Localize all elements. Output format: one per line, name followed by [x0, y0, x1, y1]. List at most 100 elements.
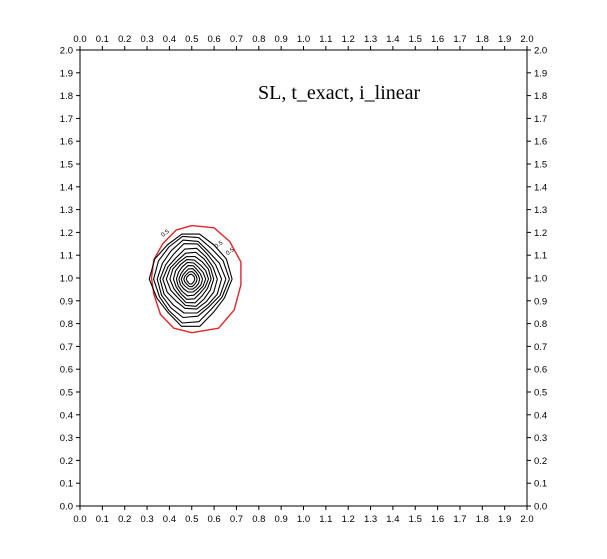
y-tick-label-left: 0.2	[60, 456, 73, 467]
y-tick-label-left: 1.5	[60, 160, 73, 171]
x-tick-label-bottom: 1.4	[386, 514, 399, 525]
y-tick-label-right: 0.7	[534, 342, 547, 353]
x-tick-label-top: 1.4	[386, 34, 399, 45]
y-tick-label-left: 1.3	[60, 205, 73, 216]
contour-line	[165, 251, 215, 307]
x-tick-label-top: 0.8	[252, 34, 265, 45]
x-tick-label-bottom: 0.9	[275, 514, 288, 525]
y-tick-label-left: 0.7	[60, 342, 73, 353]
contour-line	[159, 243, 223, 314]
contour-label: 0.5	[214, 240, 225, 250]
contour-line	[183, 271, 198, 288]
y-tick-label-right: 1.2	[534, 228, 547, 239]
y-tick-label-left: 0.4	[60, 410, 73, 421]
y-tick-label-left: 1.6	[60, 137, 73, 148]
y-tick-label-right: 1.3	[534, 205, 547, 216]
x-tick-label-top: 0.1	[96, 34, 109, 45]
x-tick-label-top: 0.6	[207, 34, 220, 45]
y-tick-label-left: 1.4	[60, 182, 73, 193]
y-tick-label-right: 0.0	[534, 502, 547, 513]
y-tick-label-left: 0.0	[60, 502, 73, 513]
x-tick-label-bottom: 0.6	[207, 514, 220, 525]
y-tick-label-left: 1.7	[60, 114, 73, 125]
x-tick-label-top: 1.8	[476, 34, 489, 45]
contour-line	[148, 233, 233, 327]
y-tick-label-right: 0.3	[534, 433, 547, 444]
contour-line	[185, 273, 196, 285]
y-tick-label-left: 1.0	[60, 274, 73, 285]
x-tick-label-bottom: 0.1	[96, 514, 109, 525]
y-tick-label-left: 2.0	[60, 46, 73, 57]
y-tick-label-right: 1.4	[534, 182, 547, 193]
y-tick-label-right: 0.9	[534, 296, 547, 307]
x-tick-label-bottom: 1.6	[431, 514, 444, 525]
contours-layer	[148, 224, 242, 334]
x-tick-label-bottom: 1.1	[319, 514, 332, 525]
x-tick-label-bottom: 0.5	[185, 514, 198, 525]
contour-line	[162, 247, 218, 310]
y-tick-label-right: 0.6	[534, 365, 547, 376]
contour-line	[153, 235, 230, 324]
y-tick-label-left: 0.3	[60, 433, 73, 444]
x-tick-label-bottom: 0.0	[73, 514, 86, 525]
y-tick-label-left: 0.5	[60, 388, 73, 399]
x-tick-label-bottom: 1.9	[498, 514, 511, 525]
y-tick-label-right: 0.4	[534, 410, 547, 421]
x-tick-label-top: 0.9	[275, 34, 288, 45]
y-tick-label-left: 0.9	[60, 296, 73, 307]
x-tick-label-top: 0.3	[140, 34, 153, 45]
y-tick-label-right: 0.5	[534, 388, 547, 399]
y-tick-label-right: 0.8	[534, 319, 547, 330]
y-tick-label-right: 1.9	[534, 68, 547, 79]
chart-title: SL, t_exact, i_linear	[258, 82, 421, 104]
x-tick-label-bottom: 0.2	[118, 514, 131, 525]
x-tick-label-top: 2.0	[520, 34, 533, 45]
x-tick-label-top: 1.7	[453, 34, 466, 45]
contour-line	[156, 239, 227, 319]
x-tick-label-bottom: 0.8	[252, 514, 265, 525]
x-tick-label-bottom: 2.0	[520, 514, 533, 525]
y-tick-label-right: 0.2	[534, 456, 547, 467]
x-tick-label-bottom: 0.3	[140, 514, 153, 525]
y-tick-label-left: 1.1	[60, 251, 73, 262]
y-tick-label-left: 0.8	[60, 319, 73, 330]
y-tick-label-right: 0.1	[534, 479, 547, 490]
contour-label: 0.5	[225, 247, 236, 257]
x-tick-label-top: 1.5	[409, 34, 422, 45]
x-tick-label-top: 0.4	[163, 34, 176, 45]
x-tick-label-top: 1.2	[342, 34, 355, 45]
reference-contour-line	[150, 224, 242, 334]
x-tick-label-top: 0.0	[73, 34, 86, 45]
x-tick-label-top: 1.6	[431, 34, 444, 45]
y-tick-label-right: 1.8	[534, 91, 547, 102]
y-tick-label-right: 1.1	[534, 251, 547, 262]
y-tick-label-left: 1.2	[60, 228, 73, 239]
x-tick-label-bottom: 1.7	[453, 514, 466, 525]
x-tick-label-top: 0.7	[230, 34, 243, 45]
y-tick-label-right: 1.7	[534, 114, 547, 125]
y-tick-label-right: 1.5	[534, 160, 547, 171]
contour-line	[180, 268, 201, 290]
x-tick-label-top: 0.2	[118, 34, 131, 45]
x-tick-label-bottom: 1.2	[342, 514, 355, 525]
x-tick-label-bottom: 1.8	[476, 514, 489, 525]
x-tick-label-bottom: 0.7	[230, 514, 243, 525]
x-tick-label-top: 1.0	[297, 34, 310, 45]
x-tick-label-top: 0.5	[185, 34, 198, 45]
x-tick-label-bottom: 1.5	[409, 514, 422, 525]
y-tick-label-left: 0.1	[60, 479, 73, 490]
contour-line	[178, 265, 204, 293]
x-tick-label-top: 1.1	[319, 34, 332, 45]
y-tick-label-left: 0.6	[60, 365, 73, 376]
contour-line	[169, 255, 212, 304]
x-tick-label-bottom: 0.4	[163, 514, 176, 525]
x-tick-label-bottom: 1.0	[297, 514, 310, 525]
y-tick-label-right: 1.0	[534, 274, 547, 285]
x-tick-label-top: 1.9	[498, 34, 511, 45]
contour-labels-layer: 0.50.50.5	[160, 229, 236, 257]
contour-line	[175, 261, 207, 297]
y-tick-label-right: 2.0	[534, 46, 547, 57]
contour-line	[172, 259, 210, 300]
y-tick-label-left: 1.9	[60, 68, 73, 79]
y-tick-label-left: 1.8	[60, 91, 73, 102]
